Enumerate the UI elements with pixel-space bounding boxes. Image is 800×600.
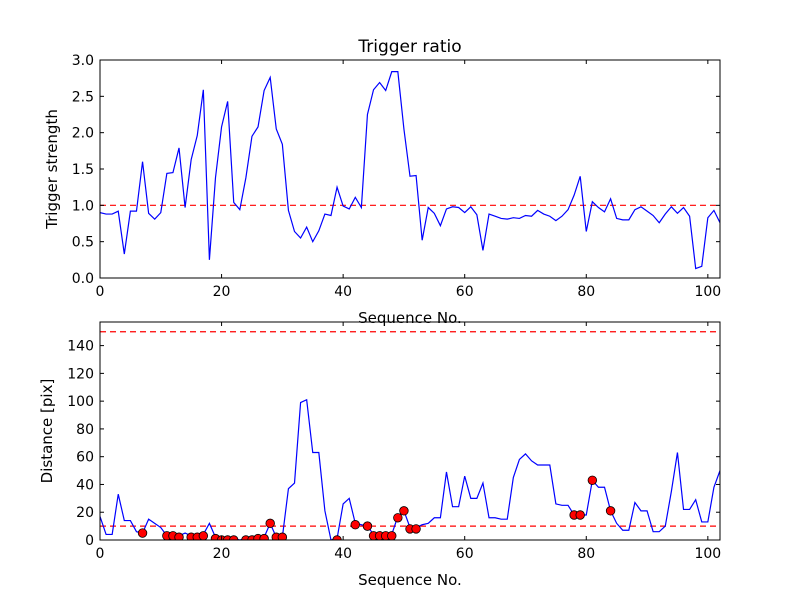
trigger-series-group bbox=[100, 71, 720, 270]
distance-marker-point bbox=[393, 513, 403, 523]
distance-plot-area bbox=[100, 331, 720, 540]
distance-x-tick-label: 100 bbox=[694, 546, 721, 562]
distance-marker-point bbox=[137, 528, 148, 538]
distance-x-tick-label: 40 bbox=[334, 546, 352, 562]
trigger-y-tick-label: 2.5 bbox=[72, 89, 94, 105]
distance-marker-point bbox=[399, 506, 409, 516]
trigger-x-tick-label: 80 bbox=[577, 284, 595, 300]
distance-x-tick-label: 20 bbox=[213, 546, 231, 562]
distance-axes-frame bbox=[99, 321, 721, 541]
chart-distance: 0 20 40 60 80 100 0 20 40 60 80 100 120 140 Sequence … bbox=[38, 321, 721, 589]
y-axis-label-bottom: Distance [pix] bbox=[38, 379, 56, 484]
distance-marker-point bbox=[387, 531, 397, 540]
distance-marker-point bbox=[362, 521, 373, 531]
distance-y-tick-label: 0 bbox=[85, 533, 94, 549]
distance-ticks: 0 20 40 60 80 100 0 20 40 60 80 100 120 140 bbox=[67, 322, 721, 562]
trigger-ratio-plot-area bbox=[100, 71, 720, 270]
distance-series-group bbox=[100, 331, 720, 540]
distance-x-tick-label: 60 bbox=[456, 546, 474, 562]
distance-marker-point bbox=[174, 532, 184, 540]
distance-x-tick-label: 80 bbox=[577, 546, 595, 562]
x-axis-label-top: Sequence No. bbox=[358, 309, 462, 327]
distance-marker-point bbox=[259, 533, 269, 540]
distance-y-tick-label: 40 bbox=[76, 477, 94, 493]
trigger-x-tick-label: 60 bbox=[456, 284, 474, 300]
distance-y-tick-label: 20 bbox=[76, 505, 94, 521]
trigger-x-tick-label: 20 bbox=[213, 284, 231, 300]
trigger-x-tick-label: 100 bbox=[694, 284, 721, 300]
chart-trigger-ratio: 0 20 40 60 80 100 0.0 0.5 1.0 1.5 2.0 2.5 3.0 Trigge… bbox=[43, 37, 721, 327]
distance-marker-point bbox=[332, 535, 342, 540]
distance-marker-point bbox=[411, 524, 421, 534]
chart-title: Trigger ratio bbox=[357, 37, 461, 57]
distance-marker-point bbox=[605, 506, 616, 516]
distance-y-tick-label: 100 bbox=[67, 394, 94, 410]
distance-y-tick-label: 120 bbox=[67, 366, 94, 382]
x-axis-label-bottom: Sequence No. bbox=[358, 571, 462, 589]
trigger-y-tick-label: 0.5 bbox=[72, 235, 94, 251]
distance-y-tick-label: 80 bbox=[76, 422, 94, 438]
trigger-y-tick-label: 1.0 bbox=[72, 198, 94, 214]
trigger-series-line bbox=[100, 71, 720, 270]
distance-marker-point bbox=[229, 535, 239, 540]
distance-x-tick-label: 0 bbox=[96, 546, 105, 562]
distance-marker-point bbox=[575, 510, 585, 520]
trigger-y-tick-label: 2.0 bbox=[72, 126, 94, 142]
distance-y-tick-label: 140 bbox=[67, 339, 94, 355]
distance-marker-point bbox=[350, 520, 360, 530]
trigger-x-tick-label: 40 bbox=[334, 284, 352, 300]
trigger-x-tick-label: 0 bbox=[96, 284, 105, 300]
distance-marker-point bbox=[198, 531, 209, 540]
distance-marker-point bbox=[277, 532, 288, 540]
distance-marker-point bbox=[265, 518, 275, 529]
trigger-y-tick-label: 0.0 bbox=[72, 271, 94, 287]
trigger-y-tick-label: 1.5 bbox=[72, 162, 94, 178]
trigger-y-tick-label: 3.0 bbox=[72, 53, 94, 69]
distance-y-tick-label: 60 bbox=[76, 450, 94, 466]
distance-marker-point bbox=[587, 475, 598, 485]
trigger-ratio-ticks: 0 20 40 60 80 100 0.0 0.5 1.0 1.5 2.0 2.5 3.0 bbox=[72, 53, 721, 300]
y-axis-label-top: Trigger strength bbox=[43, 109, 61, 230]
